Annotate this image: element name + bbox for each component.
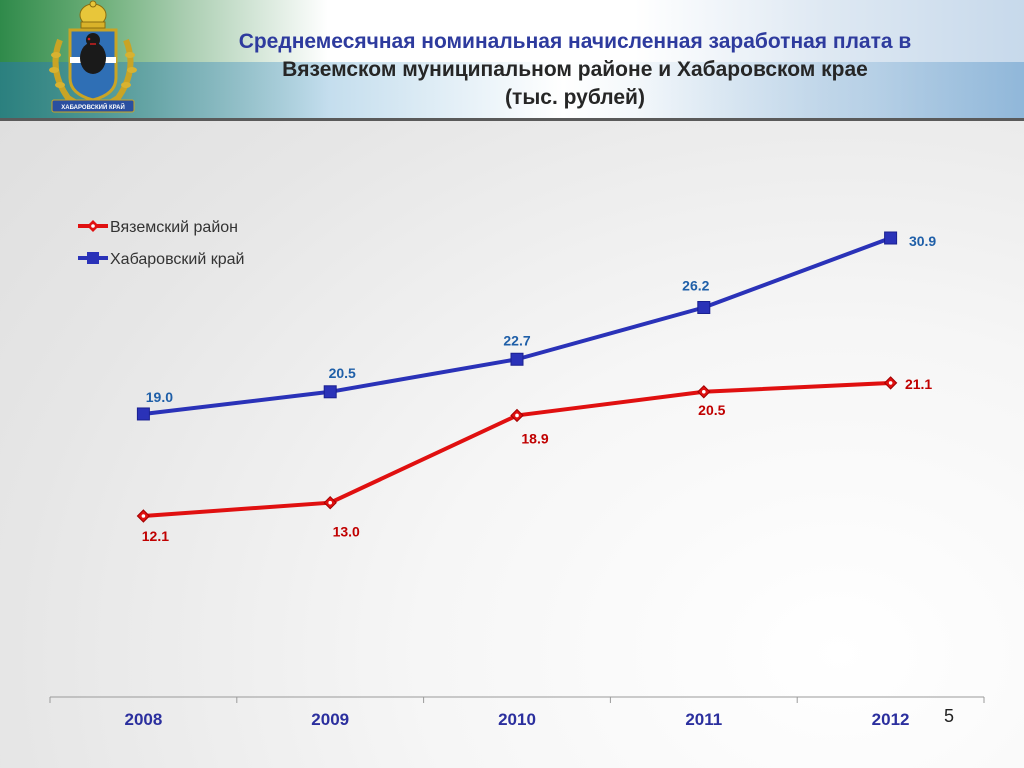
x-tick-label: 2008 <box>124 710 162 729</box>
data-label: 22.7 <box>503 332 530 348</box>
data-label: 20.5 <box>698 402 725 418</box>
series-line <box>143 380 891 518</box>
data-point <box>136 407 150 421</box>
data-point-center <box>702 389 706 394</box>
data-label: 19.0 <box>146 389 173 405</box>
data-label: 21.1 <box>905 376 932 392</box>
legend-item: Вяземский район <box>78 219 238 236</box>
legend-marker <box>87 252 99 264</box>
data-label: 18.9 <box>521 430 548 446</box>
data-point <box>884 231 898 245</box>
emblem-caption: ХАБАРОВСКИЙ КРАЙ <box>61 103 125 111</box>
legend-label: Вяземский район <box>110 219 238 236</box>
legend-label: Хабаровский край <box>110 251 244 268</box>
page-title: Среднемесячная номинальная начисленная з… <box>160 28 990 112</box>
title-line-2: Вяземском муниципальном районе и Хабаров… <box>282 58 868 81</box>
legend-item: Хабаровский край <box>78 251 244 268</box>
data-point-center <box>888 381 893 385</box>
x-tick-label: 2010 <box>498 710 536 729</box>
series-layer: 12.1 13.0 18.9 20.5 21.1 19.0 20.5 22.7 26.2 30.9 <box>136 231 936 544</box>
legend-marker-center <box>91 224 95 228</box>
crown-icon <box>79 0 107 29</box>
x-tick-label: 2009 <box>311 710 349 729</box>
x-tick-label: 2011 <box>685 710 722 729</box>
x-tick-label: 2012 <box>872 710 910 729</box>
series-vyazemsky: 12.1 13.0 18.9 20.5 21.1 <box>136 376 932 544</box>
data-point-center <box>328 500 333 505</box>
title-line-1: Среднемесячная номинальная начисленная з… <box>238 30 912 53</box>
data-label: 26.2 <box>682 278 709 294</box>
data-point <box>697 301 711 314</box>
legend: Вяземский район Хабаровский край <box>78 219 244 268</box>
slide-header: ХАБАРОВСКИЙ КРАЙ Среднемесячная номиналь… <box>0 0 1024 121</box>
data-label: 20.5 <box>329 365 356 381</box>
data-point-center <box>141 514 146 518</box>
data-point <box>323 385 337 399</box>
data-label: 30.9 <box>909 233 936 249</box>
data-label: 13.0 <box>333 524 360 540</box>
page-number: 5 <box>944 706 955 726</box>
bear-icon <box>80 33 106 74</box>
x-axis: 2008 2009 2010 2011 2012 <box>49 696 985 729</box>
series-khabarovsk: 19.0 20.5 22.7 26.2 30.9 <box>136 231 936 421</box>
title-line-3: (тыс. рублей) <box>505 86 645 109</box>
khabarovsk-emblem: ХАБАРОВСКИЙ КРАЙ <box>49 0 137 113</box>
data-point-center <box>515 413 519 418</box>
line-chart: 2008 2009 2010 2011 2012 12.1 13.0 18.9 20.5 21.… <box>49 219 985 729</box>
data-point <box>510 352 524 366</box>
data-label: 12.1 <box>142 528 169 544</box>
